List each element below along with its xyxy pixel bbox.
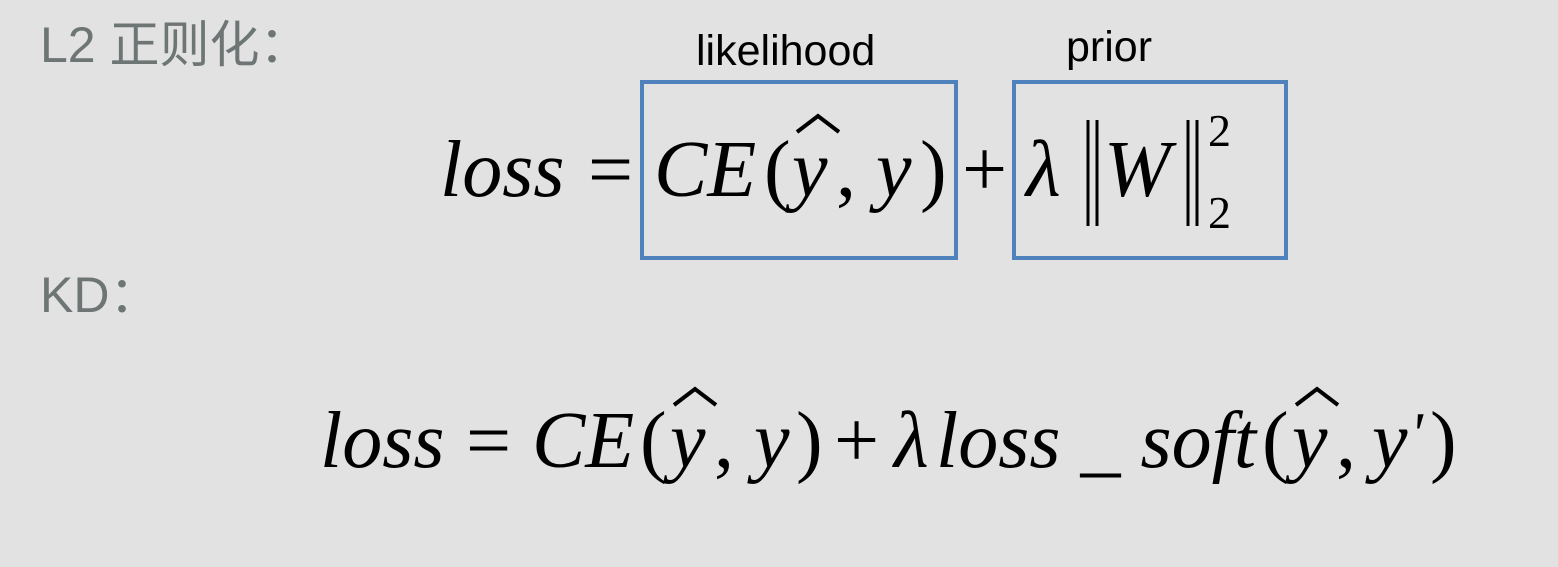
eq2-y: y xyxy=(747,397,790,485)
eq1-subscript: 2 xyxy=(1208,187,1231,238)
l2-loss-equation: loss = CE ( y , y ) + λ W 2 2 xyxy=(440,105,1231,238)
eq1-w: W xyxy=(1104,126,1177,214)
eq1-y: y xyxy=(869,126,912,214)
eq2-soft-close-paren: ) xyxy=(1430,397,1457,485)
eq1-plus: + xyxy=(962,126,1007,214)
eq1-hat-icon xyxy=(795,113,841,134)
eq1-close-paren: ) xyxy=(920,126,947,214)
likelihood-box xyxy=(640,80,958,260)
eq2-lambda: λ xyxy=(892,397,929,485)
eq2-y-hat-2: y xyxy=(1285,397,1328,485)
eq1-equals: = xyxy=(588,126,633,214)
eq2-hat-2-icon xyxy=(1294,386,1340,407)
eq2-y-prime: y xyxy=(1365,397,1408,485)
prior-box xyxy=(1012,80,1288,260)
eq1-y-hat: y xyxy=(785,126,828,214)
eq2-plus: + xyxy=(834,397,879,485)
eq2-y-hat: y xyxy=(663,397,706,485)
eq2-soft-open-paren: ( xyxy=(1262,397,1289,485)
likelihood-label: likelihood xyxy=(696,27,876,75)
eq1-comma: , xyxy=(836,126,856,214)
eq2-open-paren: ( xyxy=(640,397,667,485)
eq1-lambda: λ xyxy=(1024,126,1061,214)
eq2-prime: ' xyxy=(1410,401,1424,467)
l2-regularization-heading: L2 正则化： xyxy=(40,17,310,73)
eq2-close-paren: ) xyxy=(796,397,823,485)
eq2-hat-icon xyxy=(672,386,718,407)
prior-label: prior xyxy=(1066,23,1153,71)
eq1-superscript: 2 xyxy=(1208,105,1231,156)
eq1-ce: CE xyxy=(654,126,756,214)
kd-heading: KD： xyxy=(40,267,160,323)
eq2-equals: = xyxy=(466,397,511,485)
eq1-open-paren: ( xyxy=(764,126,791,214)
eq1-loss: loss xyxy=(440,126,565,214)
eq2-loss: loss xyxy=(320,397,445,485)
eq2-comma1: , xyxy=(714,397,734,485)
eq2-loss-soft: loss _ soft xyxy=(936,397,1258,485)
kd-loss-equation: loss = CE ( y , y ) + λ loss _ soft ( y … xyxy=(320,386,1457,485)
eq2-ce: CE xyxy=(532,397,634,485)
eq2-comma2: , xyxy=(1336,397,1356,485)
